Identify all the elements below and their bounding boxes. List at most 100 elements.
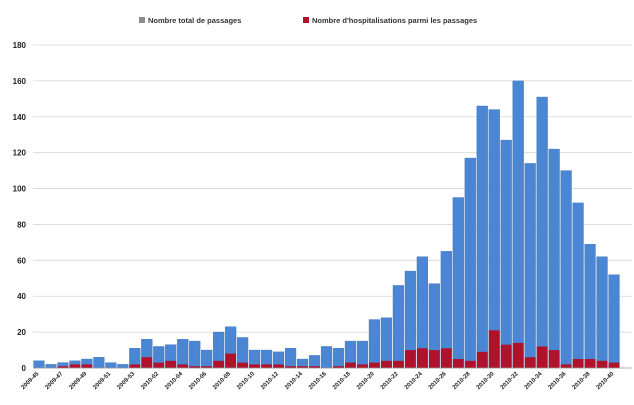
hosp-bar-2010-38 (584, 359, 596, 368)
legend-total-label: Nombre total de passages (148, 16, 241, 25)
hosp-bar-2009-48 (69, 364, 81, 368)
hosp-bar-2010-13 (285, 366, 296, 368)
x-tick-label: 2010-02 (140, 371, 160, 391)
x-tick-label: 2010-12 (260, 371, 280, 391)
x-tick-label: 2010-06 (188, 371, 208, 391)
hosp-bar-2010-06 (201, 366, 213, 368)
hosp-bar-2010-03 (165, 360, 177, 368)
total-bar-2010-22 (392, 285, 404, 369)
hosp-bar-2010-10 (249, 364, 261, 368)
hosp-bar-2010-29 (476, 351, 488, 368)
legend-hosp-marker (303, 17, 309, 23)
y-tick-label: 100 (13, 185, 27, 194)
hosp-bar-2010-30 (488, 330, 500, 368)
y-tick-label: 180 (13, 41, 27, 50)
y-tick-label: 120 (13, 149, 27, 158)
total-bar-2010-04 (177, 339, 189, 369)
hosp-bar-2010-05 (189, 366, 201, 368)
legend: Nombre total de passages Nombre d'hospit… (139, 16, 477, 25)
total-bars (33, 80, 620, 369)
y-tick-label: 140 (13, 113, 27, 122)
hosp-bar-2010-18 (345, 362, 356, 368)
total-bar-2009-46 (45, 364, 57, 369)
hosp-bar-2010-39 (596, 360, 608, 368)
total-bar-2010-05 (189, 340, 201, 369)
x-tick-label: 2010-10 (236, 371, 256, 391)
hosp-bar-2010-21 (381, 360, 392, 368)
x-tick-label: 2009-47 (45, 371, 65, 391)
x-tick-label: 2010-04 (164, 371, 184, 391)
hosp-bar-2010-15 (309, 366, 320, 368)
hosp-bar-2010-07 (213, 360, 225, 368)
legend-total-marker (139, 17, 145, 23)
gridlines (33, 44, 632, 333)
hosp-bar-2010-26 (440, 348, 452, 368)
total-bar-2010-19 (356, 340, 369, 369)
total-bar-2010-13 (284, 348, 297, 369)
hosp-bar-2010-04 (177, 364, 189, 368)
total-bar-2010-37 (572, 202, 584, 369)
total-bar-2010-33 (524, 163, 536, 369)
hosp-bar-2010-31 (500, 344, 512, 368)
hosp-bar-2010-14 (297, 366, 308, 368)
total-bar-2010-21 (380, 317, 392, 369)
hosp-bar-2010-33 (524, 357, 536, 368)
x-tick-label: 2010-40 (596, 371, 616, 391)
hosp-bar-2010-25 (428, 350, 440, 368)
hosp-bar-2010-36 (560, 364, 572, 368)
total-bar-2010-20 (368, 319, 381, 369)
total-bar-2010-29 (476, 105, 488, 369)
x-axis-ticks: 2009-45 2009-47 2009-49 2009-51 2009-53 2010-… (21, 371, 616, 391)
total-bar-2009-52 (117, 364, 129, 369)
total-bar-2010-34 (536, 96, 548, 369)
hosp-bar-2010-28 (464, 360, 476, 368)
hosp-bar-2010-19 (357, 364, 368, 368)
y-tick-label: 40 (17, 292, 26, 301)
total-bar-2009-45 (33, 360, 45, 369)
hosp-bar-2009-47 (57, 366, 69, 368)
x-tick-label: 2010-18 (332, 371, 352, 391)
total-bar-2010-32 (512, 80, 524, 369)
hosp-bar-2010-40 (608, 362, 620, 368)
hosp-bar-2010-08 (225, 353, 237, 368)
hosp-bar-2010-22 (393, 360, 404, 368)
hosp-bar-2010-17 (333, 366, 344, 368)
total-bar-2010-39 (596, 256, 608, 369)
x-tick-label: 2010-38 (572, 371, 592, 391)
hosp-bar-2010-01 (141, 357, 153, 368)
x-tick-label: 2009-53 (116, 371, 136, 391)
hosp-bar-2010-27 (452, 359, 464, 368)
hosp-bar-2009-53 (129, 364, 141, 368)
hosp-bar-2010-12 (273, 364, 284, 368)
hosp-bar-2010-23 (404, 350, 416, 368)
hosp-bar-2010-24 (416, 348, 428, 368)
hosp-bar-2010-32 (512, 342, 524, 368)
x-tick-label: 2010-22 (380, 371, 400, 391)
legend-hosp-label: Nombre d'hospitalisations parmi les pass… (312, 16, 477, 25)
hosp-bar-2010-02 (153, 362, 165, 368)
hosp-bar-2010-37 (572, 359, 584, 368)
y-tick-label: 0 (22, 364, 27, 373)
x-tick-label: 2010-20 (356, 371, 376, 391)
hosp-bar-2010-09 (237, 362, 249, 368)
total-bar-2010-06 (201, 349, 213, 369)
total-bar-2010-16 (320, 346, 333, 369)
total-bar-2010-28 (464, 157, 476, 369)
x-tick-label: 2010-34 (524, 371, 544, 391)
y-tick-label: 160 (13, 77, 27, 86)
hosp-bar-2010-11 (261, 364, 272, 368)
x-tick-label: 2010-26 (428, 371, 448, 391)
x-tick-label: 2009-51 (92, 371, 112, 391)
hospitalisation-bars (57, 330, 620, 368)
x-tick-label: 2010-14 (284, 371, 304, 391)
x-tick-label: 2010-30 (476, 371, 496, 391)
x-tick-label: 2009-49 (69, 371, 89, 391)
x-tick-label: 2010-08 (212, 371, 232, 391)
total-bar-2010-40 (608, 274, 620, 369)
x-tick-label: 2010-28 (452, 371, 472, 391)
hosp-bar-2010-20 (369, 362, 380, 368)
total-bar-2010-31 (500, 139, 512, 369)
x-tick-label: 2010-36 (548, 371, 568, 391)
y-tick-label: 60 (17, 256, 26, 265)
